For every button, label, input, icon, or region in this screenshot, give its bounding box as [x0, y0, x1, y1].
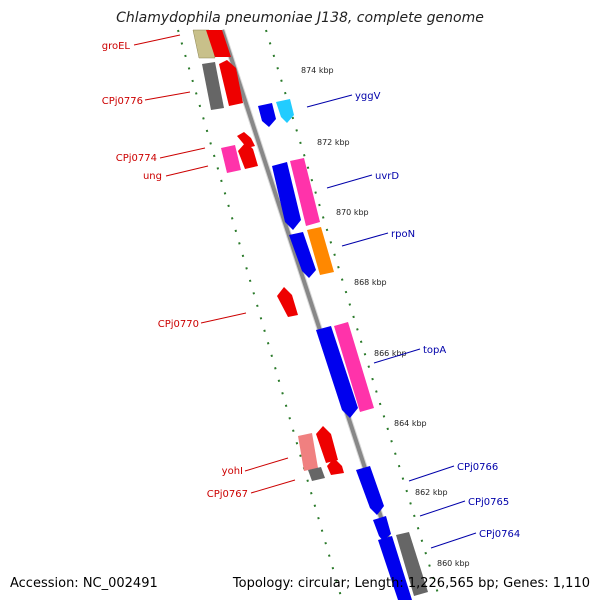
gene-CPj0765[interactable]	[373, 516, 391, 541]
gene-yggV-2[interactable]	[276, 99, 294, 123]
kbp-label: 874 kbp	[301, 66, 334, 75]
kbp-scale: 874 kbp 872 kbp 870 kbp 868 kbp 866 kbp …	[301, 66, 470, 568]
gene-label-CPj0774[interactable]: CPj0774	[116, 153, 157, 164]
gene-uvrD-2[interactable]	[290, 158, 320, 226]
gene-label-uvrD[interactable]: uvrD	[375, 171, 399, 182]
right-leader-lines	[306, 94, 477, 549]
gene-topA-1[interactable]	[316, 326, 358, 418]
gene-yggV-1[interactable]	[258, 103, 276, 127]
gene-label-yggV[interactable]: yggV	[355, 91, 381, 102]
gene-CPj0767-1[interactable]	[308, 467, 325, 481]
left-gene-labels: groEL CPj0776 CPj0774 ung CPj0770 yohI C…	[102, 41, 248, 500]
map-title: Chlamydophila pneumoniae J138, complete …	[116, 10, 484, 26]
right-gene-labels: yggV uvrD rpoN topA CPj0766 CPj0765 CPj0…	[355, 91, 520, 540]
kbp-label: 864 kbp	[394, 419, 427, 428]
gene-ung[interactable]	[238, 142, 258, 169]
genome-backbone	[220, 29, 410, 600]
gene-label-CPj0766[interactable]: CPj0766	[457, 462, 498, 473]
gene-CPj0774-2[interactable]	[237, 132, 255, 148]
gene-uvrD-1[interactable]	[272, 162, 301, 230]
genome-summary-text: Topology: circular; Length: 1,226,565 bp…	[232, 576, 590, 591]
gene-CPj0764-2[interactable]	[396, 532, 428, 596]
gene-label-CPj0765[interactable]: CPj0765	[468, 497, 509, 508]
kbp-label: 860 kbp	[437, 559, 470, 568]
gene-CPj0767-2[interactable]	[327, 458, 344, 475]
gene-rpoN-2[interactable]	[307, 227, 334, 275]
gene-label-CPj0767[interactable]: CPj0767	[207, 489, 248, 500]
gene-label-groEL[interactable]: groEL	[102, 41, 131, 52]
gene-CPj0764-1[interactable]	[378, 536, 412, 600]
kbp-label: 872 kbp	[317, 138, 350, 147]
gene-label-rpoN[interactable]: rpoN	[391, 229, 415, 240]
gene-CPj0766[interactable]	[356, 466, 384, 515]
kbp-label: 868 kbp	[354, 278, 387, 287]
gene-topA-2[interactable]	[334, 322, 374, 412]
kbp-label: 862 kbp	[415, 488, 448, 497]
gene-label-CPj0770[interactable]: CPj0770	[158, 319, 199, 330]
left-leader-lines	[133, 34, 296, 494]
gene-CPj0776-1[interactable]	[202, 62, 224, 110]
kbp-label: 866 kbp	[374, 349, 407, 358]
gene-yohI-2[interactable]	[316, 426, 338, 463]
gene-label-CPj0776[interactable]: CPj0776	[102, 96, 143, 107]
gene-yohI-1[interactable]	[298, 433, 318, 471]
gene-label-ung[interactable]: ung	[143, 171, 162, 182]
gene-rpoN-1[interactable]	[289, 232, 316, 278]
accession-text: Accession: NC_002491	[10, 576, 158, 591]
gene-CPj0776-2[interactable]	[219, 60, 243, 106]
kbp-label: 870 kbp	[336, 208, 369, 217]
gene-CPj0774-1[interactable]	[221, 145, 241, 173]
gene-label-topA[interactable]: topA	[423, 345, 446, 356]
gene-CPj0770[interactable]	[277, 287, 298, 317]
gene-groEL-2[interactable]	[206, 30, 231, 57]
gene-label-yohI[interactable]: yohI	[222, 466, 243, 477]
gene-label-CPj0764[interactable]: CPj0764	[479, 529, 520, 540]
left-tick-track	[177, 29, 343, 600]
